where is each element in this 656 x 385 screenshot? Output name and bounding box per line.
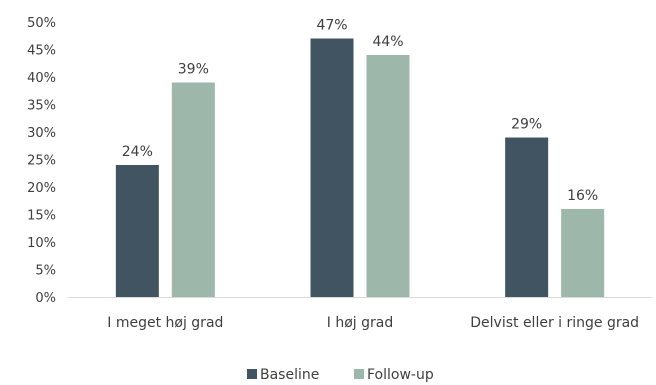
- y-tick-label: 50%: [27, 16, 56, 31]
- bar-follow-up: [366, 55, 410, 297]
- y-tick-label: 20%: [27, 181, 56, 196]
- data-label: 44%: [372, 34, 403, 50]
- data-label: 29%: [511, 117, 542, 133]
- y-tick-label: 5%: [35, 264, 56, 279]
- legend-label: Baseline: [260, 367, 319, 383]
- y-tick-label: 35%: [27, 99, 56, 114]
- data-labels: 24% 39% 47% 44% 29% 16%: [122, 18, 598, 205]
- bar-baseline: [115, 165, 159, 297]
- bar-follow-up: [171, 82, 215, 297]
- category-label: I meget høj grad: [107, 315, 223, 331]
- y-tick-label: 25%: [27, 154, 56, 169]
- category-label: I høj grad: [327, 315, 393, 331]
- category-label: Delvist eller i ringe grad: [470, 315, 639, 331]
- bar-baseline: [310, 38, 354, 297]
- data-label: 24%: [122, 144, 153, 160]
- bars: [115, 38, 605, 297]
- bar-follow-up: [561, 209, 605, 297]
- y-axis-ticks: 0% 5% 10% 15% 20% 25% 30% 35% 40% 45% 50%: [27, 16, 56, 306]
- y-tick-label: 45%: [27, 44, 56, 59]
- data-label: 16%: [567, 188, 598, 204]
- y-tick-label: 0%: [35, 291, 56, 306]
- y-tick-label: 15%: [27, 209, 56, 224]
- y-tick-label: 10%: [27, 236, 56, 251]
- y-tick-label: 30%: [27, 126, 56, 141]
- data-label: 39%: [178, 62, 209, 78]
- bar-baseline: [505, 137, 549, 297]
- category-labels: I meget høj grad I høj grad Delvist eller …: [107, 315, 639, 331]
- legend-swatch-follow-up: [354, 369, 364, 379]
- legend-swatch-baseline: [247, 369, 257, 379]
- data-label: 47%: [316, 18, 347, 34]
- legend-label: Follow-up: [367, 367, 434, 383]
- legend: Baseline Follow-up: [247, 367, 434, 383]
- y-tick-label: 40%: [27, 71, 56, 86]
